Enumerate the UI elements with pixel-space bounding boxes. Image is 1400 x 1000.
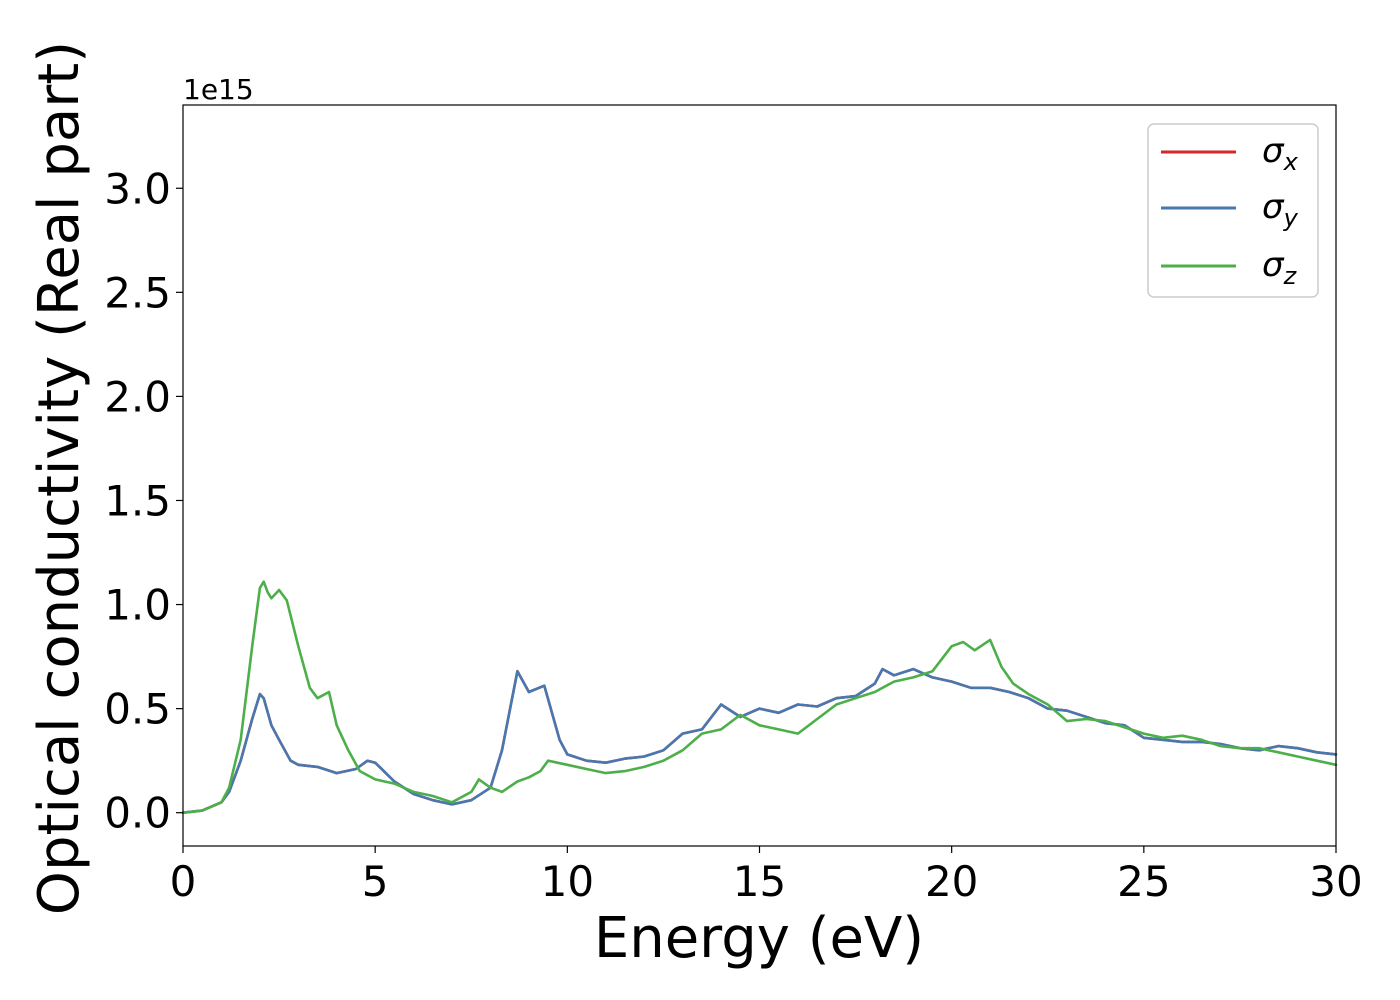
y-tick-label: 3.0 (104, 164, 171, 213)
x-tick-label: 20 (925, 857, 978, 906)
y-tick-label: 2.5 (104, 268, 171, 317)
y-axis-ticks: 0.0 0.5 1.0 1.5 2.0 2.5 3.0 (104, 164, 183, 838)
x-tick-label: 30 (1309, 857, 1362, 906)
y-tick-label: 1.0 (104, 581, 171, 630)
x-tick-label: 15 (733, 857, 786, 906)
y-tick-label: 0.0 (104, 789, 171, 838)
y-tick-label: 1.5 (104, 476, 171, 525)
x-tick-label: 5 (362, 857, 389, 906)
x-tick-label: 10 (541, 857, 594, 906)
legend-label-z: σz (1262, 245, 1298, 290)
series-lines (181, 580, 1338, 815)
x-axis-title: Energy (eV) (594, 906, 924, 971)
legend-label-y: σy (1262, 187, 1299, 232)
y-tick-label: 2.0 (104, 372, 171, 421)
legend-box (1147, 123, 1319, 298)
y-axis-title: Optical conductivity (Real part) (27, 41, 92, 915)
x-axis-ticks: 0 5 10 15 20 25 30 (170, 846, 1363, 906)
legend-label-x: σx (1262, 131, 1299, 176)
y-tick-label: 0.5 (104, 685, 171, 734)
x-tick-label: 0 (170, 857, 197, 906)
y-offset-label: 1e15 (183, 73, 254, 106)
legend: σx σy σz (1147, 123, 1319, 298)
series-line-z (181, 580, 1338, 815)
x-tick-label: 25 (1117, 857, 1170, 906)
